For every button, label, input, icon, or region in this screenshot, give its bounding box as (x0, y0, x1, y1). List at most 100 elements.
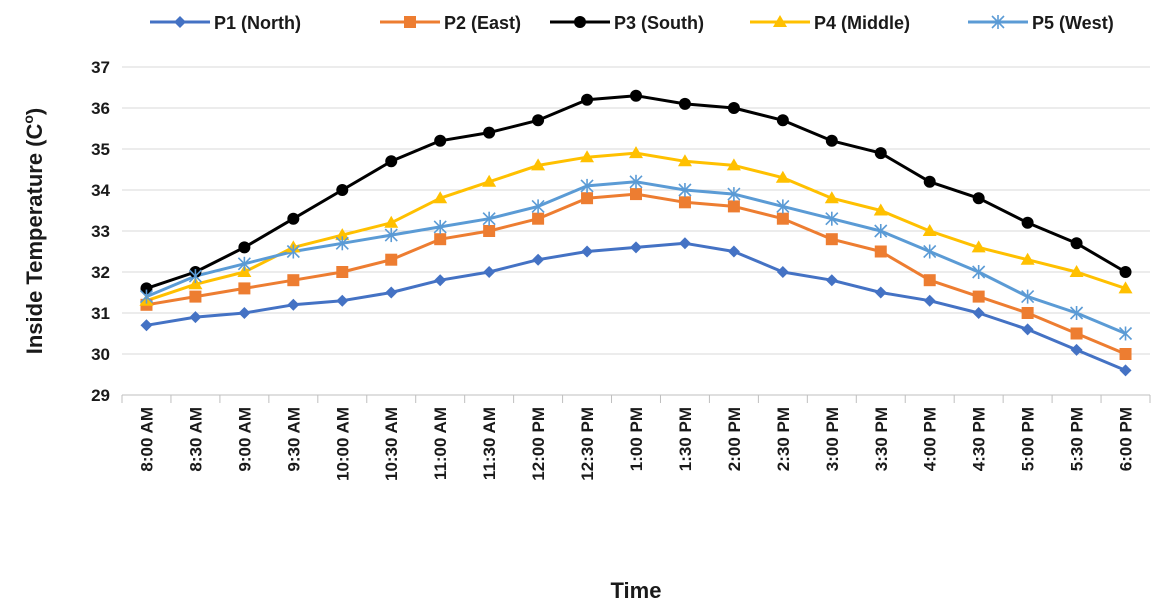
data-point-series-4 (188, 277, 203, 290)
legend-marker (404, 16, 416, 28)
series-markers (139, 89, 1133, 377)
data-point-series-1 (923, 294, 936, 307)
data-point-series-5 (580, 178, 594, 193)
data-point-series-1 (972, 307, 985, 319)
data-point-series-4 (1020, 252, 1035, 265)
legend-item-2: P2 (East) (380, 13, 521, 33)
data-point-series-3 (678, 97, 691, 110)
data-point-series-5 (286, 244, 300, 259)
y-tick-label: 34 (91, 181, 110, 200)
x-tick-label: 11:00 AM (431, 407, 450, 480)
data-point-series-4 (775, 170, 790, 183)
legend-marker (773, 15, 787, 27)
data-point-series-4 (482, 174, 497, 187)
y-axis-title-superscript: o (20, 115, 36, 124)
data-point-series-3 (434, 134, 447, 147)
data-point-series-1 (287, 298, 300, 311)
x-tick-label: 8:00 AM (137, 407, 156, 472)
data-point-series-4 (237, 265, 252, 277)
data-point-series-2 (678, 196, 691, 209)
data-point-series-1 (385, 286, 398, 299)
legend-label: P2 (East) (444, 13, 521, 33)
data-point-series-3 (238, 241, 251, 254)
x-tick-label: 4:00 PM (921, 407, 940, 471)
data-point-series-3 (630, 89, 642, 102)
data-point-series-1 (874, 286, 887, 299)
data-point-series-3 (776, 114, 789, 127)
y-tick-label: 35 (91, 140, 110, 159)
data-point-series-5 (139, 289, 154, 304)
data-point-series-2 (532, 212, 545, 225)
data-point-series-4 (824, 191, 839, 204)
x-tick-label: 5:30 PM (1068, 407, 1087, 471)
data-point-series-1 (532, 253, 545, 266)
x-tick-label: 12:30 PM (578, 407, 597, 481)
x-tick-label: 12:00 PM (529, 407, 548, 481)
data-point-series-3 (532, 114, 545, 127)
data-point-series-2 (1119, 348, 1132, 360)
data-point-series-4 (1118, 281, 1133, 294)
legend-marker (174, 16, 186, 28)
data-point-series-1 (140, 319, 153, 332)
data-point-series-3 (1070, 237, 1083, 250)
data-point-series-4 (922, 224, 937, 236)
data-point-series-5 (923, 244, 937, 259)
data-point-series-3 (483, 126, 496, 139)
y-axis-title: Inside Temperature (Co) (20, 108, 47, 355)
x-tick-label: 11:30 AM (480, 407, 499, 480)
data-point-series-4 (677, 154, 692, 167)
x-tick-label: 5:00 PM (1019, 407, 1038, 471)
legend-marker (574, 16, 586, 28)
legend-item-3: P3 (South) (550, 13, 704, 33)
data-point-series-2 (483, 225, 496, 237)
data-point-series-4 (433, 191, 448, 204)
legend-item-4: P4 (Middle) (750, 13, 910, 33)
data-point-series-5 (482, 211, 496, 226)
x-tick-label: 3:30 PM (872, 407, 891, 471)
y-tick-label: 33 (91, 222, 110, 241)
data-point-series-2 (189, 290, 202, 303)
data-point-series-4 (873, 203, 888, 216)
data-point-series-1 (825, 274, 838, 287)
gridlines (122, 66, 1150, 355)
data-point-series-3 (874, 147, 887, 160)
x-tick-label: 9:30 AM (284, 407, 303, 472)
x-tick-label: 10:00 AM (333, 407, 352, 481)
data-point-series-3 (825, 134, 838, 147)
data-point-series-2 (581, 192, 594, 205)
series-lines (145, 94, 1127, 372)
data-point-series-3 (1021, 216, 1034, 229)
data-point-series-1 (483, 266, 496, 278)
legend-item-5: P5 (West) (968, 13, 1114, 33)
y-tick-label: 30 (91, 345, 110, 364)
data-point-series-5 (678, 183, 692, 197)
y-tick-label: 29 (91, 386, 110, 405)
data-point-series-2 (923, 274, 936, 287)
data-point-series-5 (237, 256, 251, 271)
data-point-series-2 (238, 282, 251, 295)
data-point-series-1 (1119, 364, 1132, 377)
data-point-series-3 (336, 184, 349, 196)
data-point-series-1 (678, 237, 691, 250)
data-point-series-5 (1118, 326, 1133, 341)
data-point-series-3 (923, 175, 936, 188)
data-point-series-5 (384, 228, 398, 243)
data-point-series-3 (581, 93, 594, 106)
data-point-series-1 (727, 245, 740, 258)
x-tick-label: 3:00 PM (823, 407, 842, 471)
data-point-series-4 (384, 215, 399, 228)
data-point-series-3 (1119, 266, 1132, 278)
data-point-series-5 (776, 199, 790, 214)
data-point-series-3 (140, 282, 153, 295)
data-point-series-3 (287, 212, 300, 225)
data-point-series-2 (630, 188, 642, 201)
y-tick-label: 36 (91, 99, 110, 118)
x-tick-label: 9:00 AM (235, 407, 254, 472)
legend-item-1: P1 (North) (150, 13, 301, 33)
data-point-series-2 (336, 266, 349, 278)
data-point-series-3 (972, 192, 985, 205)
data-point-series-2 (1021, 307, 1034, 319)
legend-label: P5 (West) (1032, 13, 1114, 33)
